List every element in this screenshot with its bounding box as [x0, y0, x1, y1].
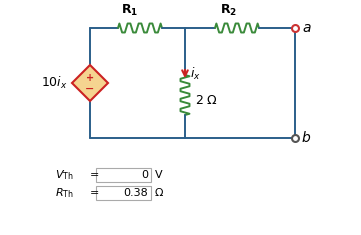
Text: −: − [85, 84, 95, 94]
Text: a: a [302, 21, 310, 35]
Text: b: b [302, 131, 311, 145]
Text: $10i_x$: $10i_x$ [42, 75, 68, 91]
Text: $i_x$: $i_x$ [190, 66, 201, 82]
Polygon shape [72, 65, 108, 101]
Bar [96, 186, 151, 200]
Text: 0.38: 0.38 [123, 188, 148, 198]
Text: $V_\mathrm{Th}$: $V_\mathrm{Th}$ [55, 168, 74, 182]
Text: =: = [90, 170, 99, 180]
Text: V: V [155, 170, 162, 180]
Text: Ω: Ω [155, 188, 164, 198]
Text: $\mathbf{R_1}$: $\mathbf{R_1}$ [121, 3, 139, 18]
Text: 2 $\Omega$: 2 $\Omega$ [195, 94, 218, 106]
Text: +: + [86, 73, 94, 83]
Text: $\mathbf{R_2}$: $\mathbf{R_2}$ [221, 3, 238, 18]
Text: 0: 0 [141, 170, 148, 180]
Text: $R_\mathrm{Th}$: $R_\mathrm{Th}$ [55, 186, 74, 200]
Bar [96, 168, 151, 182]
Text: =: = [90, 188, 99, 198]
